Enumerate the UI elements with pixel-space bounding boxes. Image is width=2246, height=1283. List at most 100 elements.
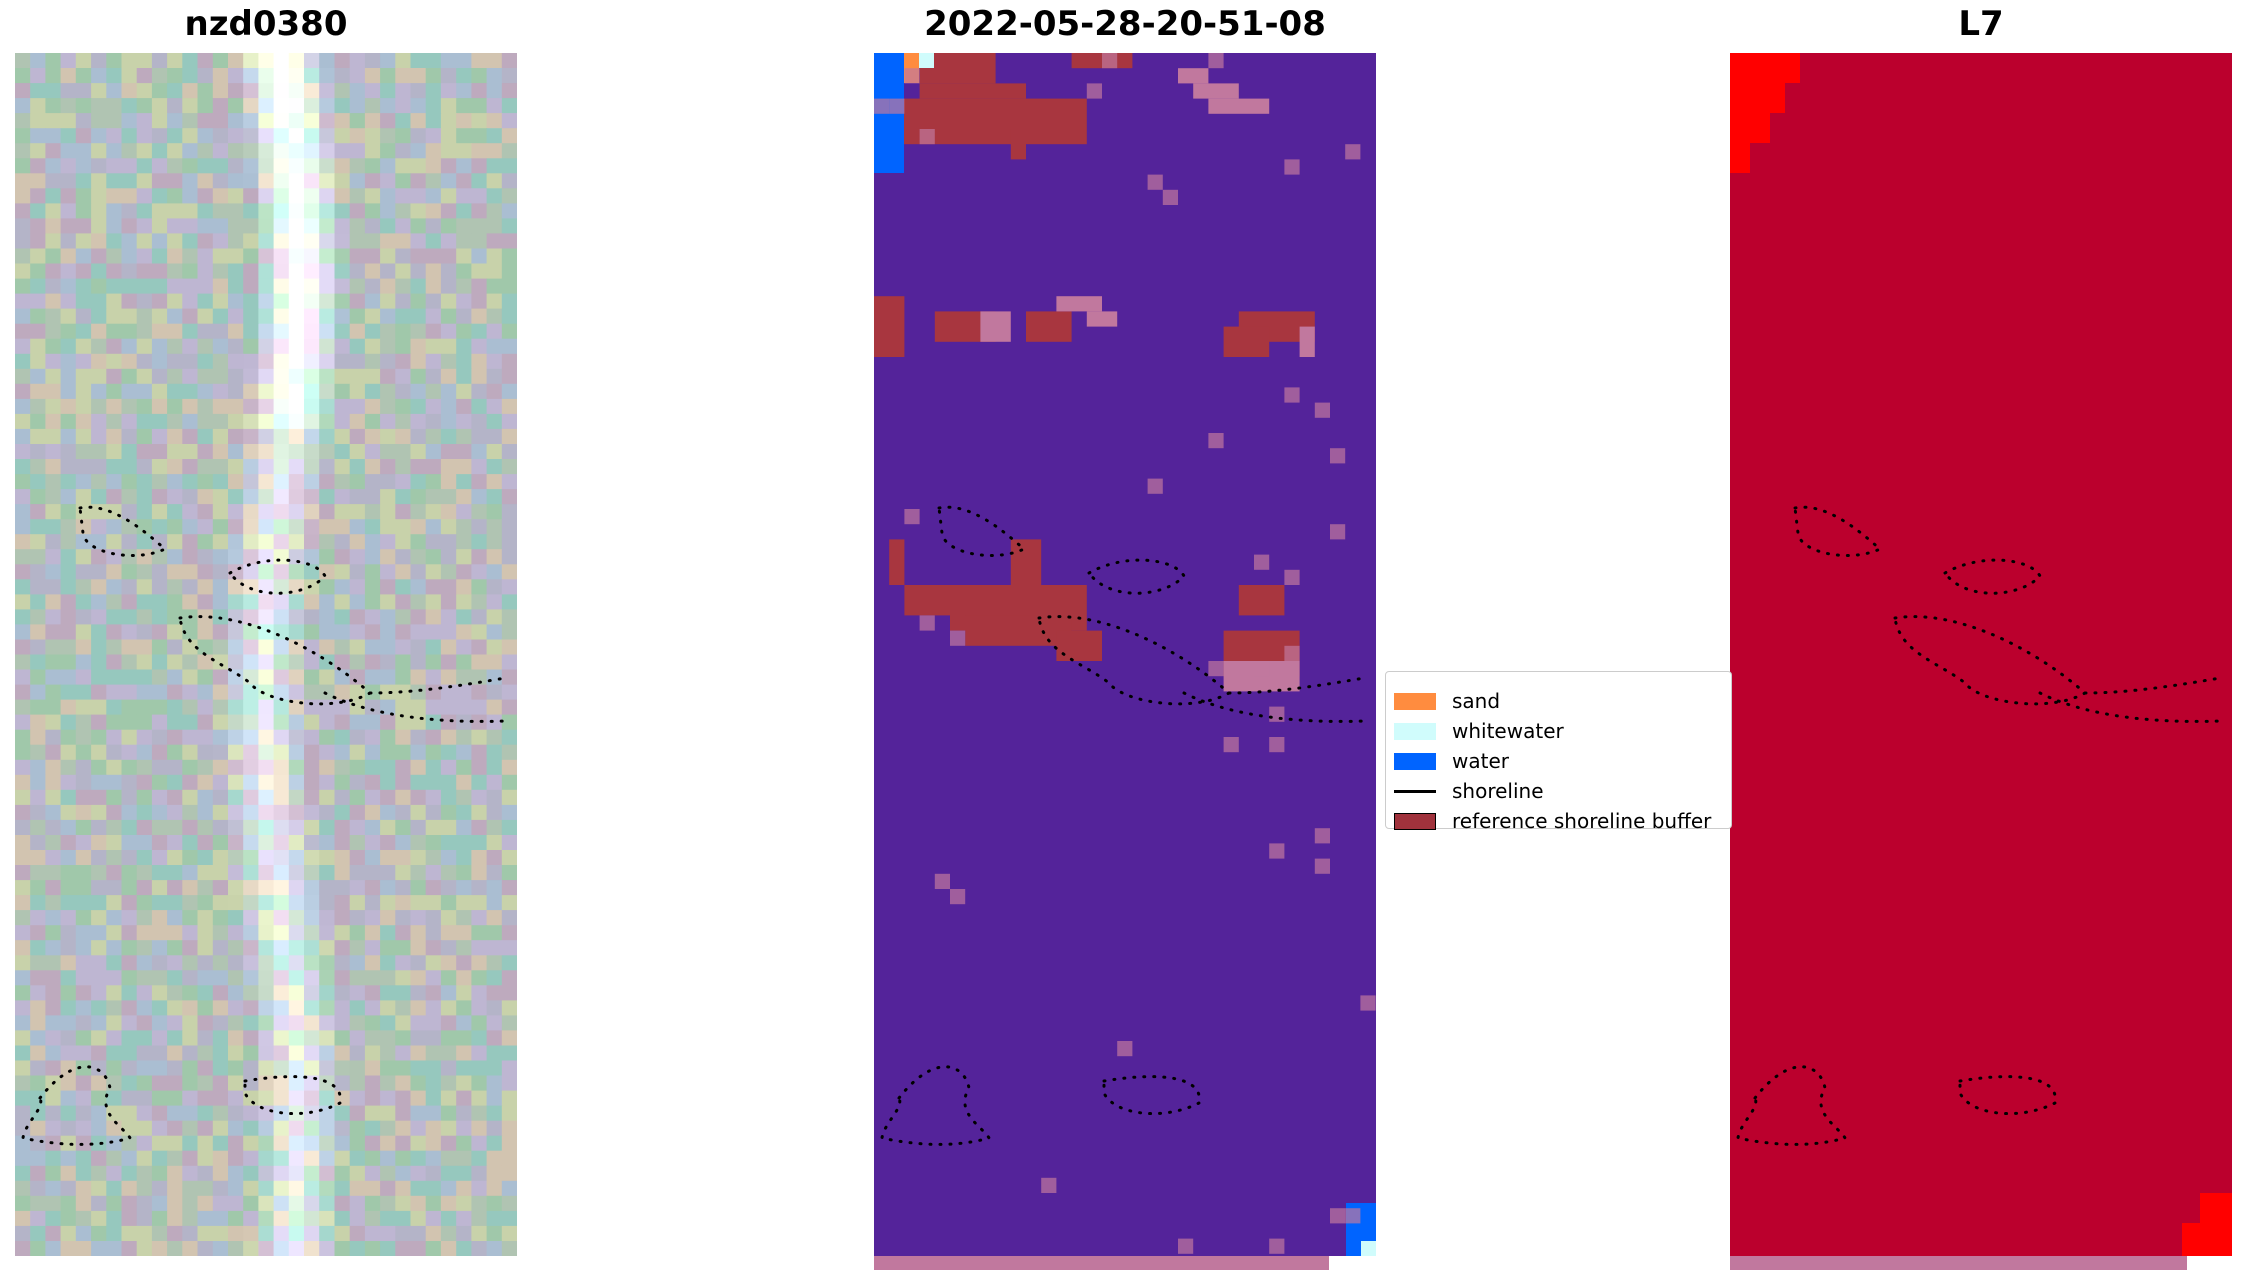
legend-swatch-buffer [1394, 812, 1436, 830]
class-cell-light [1314, 858, 1330, 874]
class-cell [1178, 68, 1209, 84]
class-cell-light [904, 68, 920, 84]
class-cell-light [1269, 843, 1285, 859]
class-cell-light [1269, 737, 1285, 753]
class-cell-light [1102, 53, 1118, 69]
legend-label: sand [1452, 689, 1501, 713]
class-cell [1056, 630, 1102, 661]
class-cell-light [1360, 995, 1376, 1011]
index-bright-cell [1730, 143, 1750, 173]
legend-label: shoreline [1452, 779, 1544, 803]
class-cell [889, 98, 1087, 145]
shoreline-line [880, 1065, 992, 1146]
class-cell [904, 585, 950, 616]
class-cell-light [1284, 387, 1300, 403]
class-cell [1056, 296, 1102, 312]
index-bright-cell [2200, 1193, 2232, 1256]
shoreline-line [1958, 1075, 2057, 1116]
rgb-image [15, 53, 517, 1256]
index-bright-cell [2182, 1223, 2202, 1256]
class-cell-light [1269, 1238, 1285, 1254]
shoreline-line [1102, 1075, 1201, 1116]
class-cell [1238, 585, 1285, 616]
legend-swatch-water [1394, 752, 1436, 770]
legend-label: reference shoreline buffer [1452, 809, 1712, 833]
shoreline-line [1086, 558, 1186, 595]
class-cell-light [950, 889, 966, 905]
classification-panel [874, 53, 1376, 1256]
class-cell-light [1345, 144, 1361, 160]
shoreline-line [227, 558, 327, 595]
class-cell-light [1041, 1177, 1057, 1193]
class-cell [965, 615, 1072, 646]
index-image [1730, 53, 2232, 1256]
class-cell-light [1117, 1041, 1133, 1057]
class-cell [1010, 539, 1042, 585]
shoreline-line [1893, 615, 2088, 706]
index-panel [1730, 53, 2232, 1256]
class-cell-light [1147, 478, 1163, 494]
class-cell-light [1345, 1208, 1361, 1224]
class-cell [980, 311, 1011, 342]
class-cell [889, 539, 905, 585]
legend-swatch-sand [1394, 692, 1436, 710]
legend-label: water [1452, 749, 1509, 773]
shoreline-line [21, 1065, 133, 1146]
legend-item-buffer: reference shoreline buffer [1394, 808, 1711, 834]
class-cell-light [919, 129, 935, 145]
class-cell [1026, 311, 1072, 342]
legend-item-whitewater: whitewater [1394, 718, 1564, 744]
class-cell-light [1223, 737, 1239, 753]
class-cell-light [904, 509, 920, 525]
shoreline-line [2083, 676, 2222, 695]
class-cell [1223, 326, 1270, 357]
class-cell [919, 83, 1026, 99]
class-cell-light [1162, 189, 1178, 205]
class-cell [874, 296, 905, 357]
class-cell-light [1284, 645, 1300, 661]
shoreline-line [1182, 691, 1366, 723]
legend-swatch-shoreline [1394, 789, 1436, 793]
rgb-image-panel [15, 53, 517, 1256]
class-cell-light [1208, 53, 1224, 69]
panel-title-index: L7 [1958, 4, 2004, 44]
legend-item-sand: sand [1394, 688, 1500, 714]
legend-item-shoreline: shoreline [1394, 778, 1544, 804]
whitewater-area [919, 53, 934, 68]
panel-title-rgb: nzd0380 [184, 4, 348, 44]
class-cell-light [1330, 1208, 1346, 1224]
shoreline-line [178, 615, 373, 706]
class-cell-light [874, 98, 890, 114]
class-cell-light [934, 873, 950, 889]
legend-swatch-whitewater [1394, 722, 1436, 740]
class-cell-light [1254, 661, 1270, 677]
legend-label: whitewater [1452, 719, 1564, 743]
class-cell-light [1208, 433, 1224, 449]
index-bottom-strip [1730, 1256, 2187, 1270]
class-cell-light [1284, 159, 1300, 175]
class-cell-light [1330, 524, 1346, 540]
class-cell-light [1254, 554, 1270, 570]
shoreline-line [1037, 615, 1232, 706]
class-cell [1208, 98, 1270, 114]
index-bright-cell [1730, 53, 1800, 83]
class-cell-light [1086, 83, 1102, 99]
class-cell-light [1314, 402, 1330, 418]
shoreline-line [243, 1075, 342, 1116]
class-cell-light [919, 615, 935, 631]
class-cell-light [1208, 661, 1224, 677]
class-cell-light [950, 630, 966, 646]
class-cell-light [1284, 569, 1300, 585]
class-cell [1010, 129, 1026, 160]
class-cell [1193, 83, 1239, 99]
whitewater-area [1361, 1241, 1376, 1256]
class-cell-light [1314, 828, 1330, 844]
index-background [1730, 53, 2232, 1256]
legend-item-water: water [1394, 748, 1509, 774]
class-cell [1086, 311, 1118, 327]
index-bright-cell [1730, 113, 1770, 143]
shoreline-line [1736, 1065, 1848, 1146]
shoreline-line [1942, 558, 2042, 595]
shoreline-line [323, 691, 507, 723]
classification-image [874, 53, 1376, 1256]
